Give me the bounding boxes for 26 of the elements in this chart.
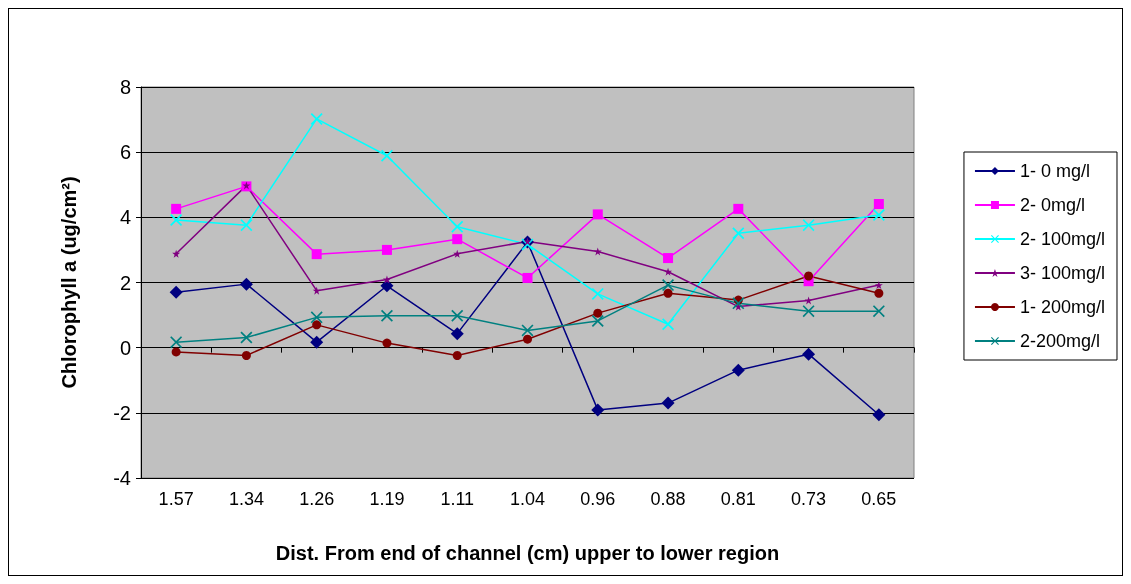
y-tick-label: 6 <box>119 141 131 164</box>
legend-label: 2- 100mg/l <box>1019 229 1105 249</box>
y-tick-label: 2 <box>119 271 131 294</box>
legend-label: 2- 0mg/l <box>1019 195 1085 215</box>
x-tick-label: 1.04 <box>509 489 546 509</box>
x-tick-label: 1.19 <box>369 489 405 509</box>
legend-label: 1- 200mg/l <box>1019 297 1105 317</box>
y-tick-label: 8 <box>119 76 131 98</box>
x-tick-label: 0.81 <box>720 489 756 509</box>
legend-label: 1- 0 mg/l <box>1019 161 1090 181</box>
x-tick-label: 1.11 <box>440 489 475 509</box>
x-tick-label: 1.34 <box>228 489 264 509</box>
y-tick-label: 0 <box>119 336 131 359</box>
x-tick-label: 0.88 <box>650 489 686 509</box>
y-tick-label: -2 <box>113 401 131 424</box>
y-tick-label: -4 <box>113 467 131 489</box>
y-tick-label: 4 <box>119 206 131 229</box>
x-tick-label: 0.65 <box>861 489 897 509</box>
x-tick-label: 1.26 <box>299 489 335 509</box>
x-axis-title: Dist. From end of channel (cm) upper to lower region <box>275 542 780 564</box>
x-tick-label: 1.57 <box>158 489 194 509</box>
x-tick-label: 0.73 <box>791 489 827 509</box>
legend-label: 3- 100mg/l <box>1019 263 1105 283</box>
legend-label: 2-200mg/l <box>1019 331 1100 351</box>
x-tick-label: 0.96 <box>580 489 616 509</box>
y-axis-title: Chlorophyll a (ug/cm²) <box>58 176 80 389</box>
